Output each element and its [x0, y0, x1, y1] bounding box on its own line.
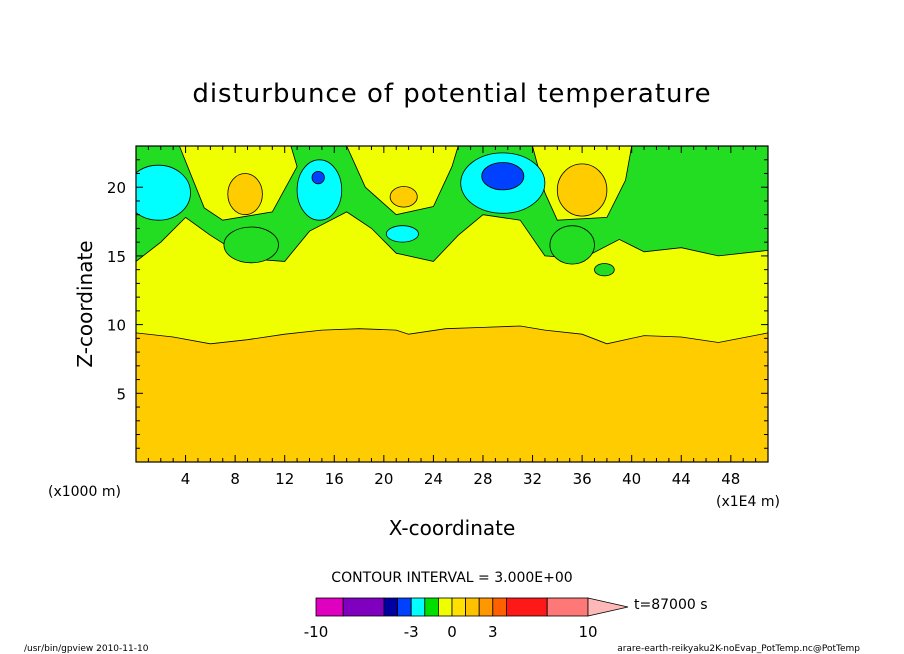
- footer-right: arare-earth-reikyaku2K-noEvap_PotTemp.nc…: [617, 644, 860, 654]
- x-tick-label: 4: [181, 470, 191, 488]
- x-tick-label: 20: [374, 470, 393, 488]
- contour-blob-2: [296, 159, 343, 221]
- contour-blob-6: [385, 225, 419, 243]
- contour-blob-11: [549, 225, 595, 265]
- colorbar-label: 10: [578, 623, 597, 641]
- x-tick-labels: 4 8 12 16 20 24 28 32 36 40 44 48: [181, 470, 741, 488]
- contour-blob-9: [556, 163, 608, 217]
- plot-frame: [135, 145, 769, 463]
- contour-blob-1: [136, 164, 191, 221]
- y-tick-label: 15: [107, 248, 126, 266]
- colorbar-segment: [451, 597, 467, 617]
- colorbar-segment: [315, 597, 344, 617]
- y-tick-labels: 5 10 15 20: [107, 179, 126, 403]
- contour-blob-8: [389, 186, 418, 208]
- y-tick-label: 10: [107, 317, 126, 335]
- y-tick-label: 20: [107, 179, 126, 197]
- x-tick-label: 16: [325, 470, 344, 488]
- colorbar-segment: [546, 597, 589, 617]
- colorbar: [315, 597, 629, 617]
- y-tick-label: 5: [116, 385, 126, 403]
- contour-blob-10: [223, 226, 279, 264]
- colorbar-segment: [410, 597, 426, 617]
- colorbar-segment: [505, 597, 548, 617]
- colorbar-overflow-arrow: [587, 597, 629, 617]
- colorbar-label: 3: [488, 623, 498, 641]
- contour-blob-5: [481, 162, 525, 191]
- x-tick-label: 8: [230, 470, 240, 488]
- x-tick-label: 36: [573, 470, 592, 488]
- colorbar-segment: [397, 597, 412, 617]
- chart-title: disturbunce of potential temperature: [192, 79, 711, 109]
- y-unit-label: (x1E4 m): [716, 494, 780, 510]
- contour-interval-label: CONTOUR INTERVAL = 3.000E+00: [331, 570, 572, 586]
- x-axis-label: X-coordinate: [389, 516, 516, 540]
- colorbar-segment: [342, 597, 385, 617]
- x-tick-label: 40: [622, 470, 641, 488]
- colorbar-segment: [424, 597, 439, 617]
- contour-blob-3: [311, 171, 325, 185]
- colorbar-segment: [478, 597, 494, 617]
- x-unit-label: (x1000 m): [48, 484, 121, 500]
- colorbar-segment: [465, 597, 480, 617]
- colorbar-segment: [383, 597, 399, 617]
- footer-left: /usr/bin/gpview 2010-11-10: [24, 644, 149, 654]
- x-tick-label: 48: [721, 470, 740, 488]
- colorbar-segment: [437, 597, 453, 617]
- colorbar-label: 0: [447, 623, 457, 641]
- x-tick-label: 12: [275, 470, 294, 488]
- plot-area: [136, 146, 768, 462]
- x-tick-label: 44: [672, 470, 691, 488]
- y-axis-label: Z-coordinate: [73, 240, 97, 367]
- colorbar-label: -10: [304, 623, 329, 641]
- lower-band: [136, 325, 768, 462]
- yellow-tongue-2: [346, 146, 459, 216]
- axis-ticks: [136, 146, 768, 462]
- x-tick-label: 32: [523, 470, 542, 488]
- x-tick-label: 28: [473, 470, 492, 488]
- colorbar-segment: [492, 597, 507, 617]
- x-tick-label: 24: [424, 470, 443, 488]
- time-label: t=87000 s: [634, 597, 708, 613]
- colorbar-labels: -10 -3 0 3 10: [304, 623, 598, 641]
- contour-blob-7: [227, 173, 263, 216]
- colorbar-label: -3: [404, 623, 419, 641]
- contour-blob-12: [594, 263, 615, 277]
